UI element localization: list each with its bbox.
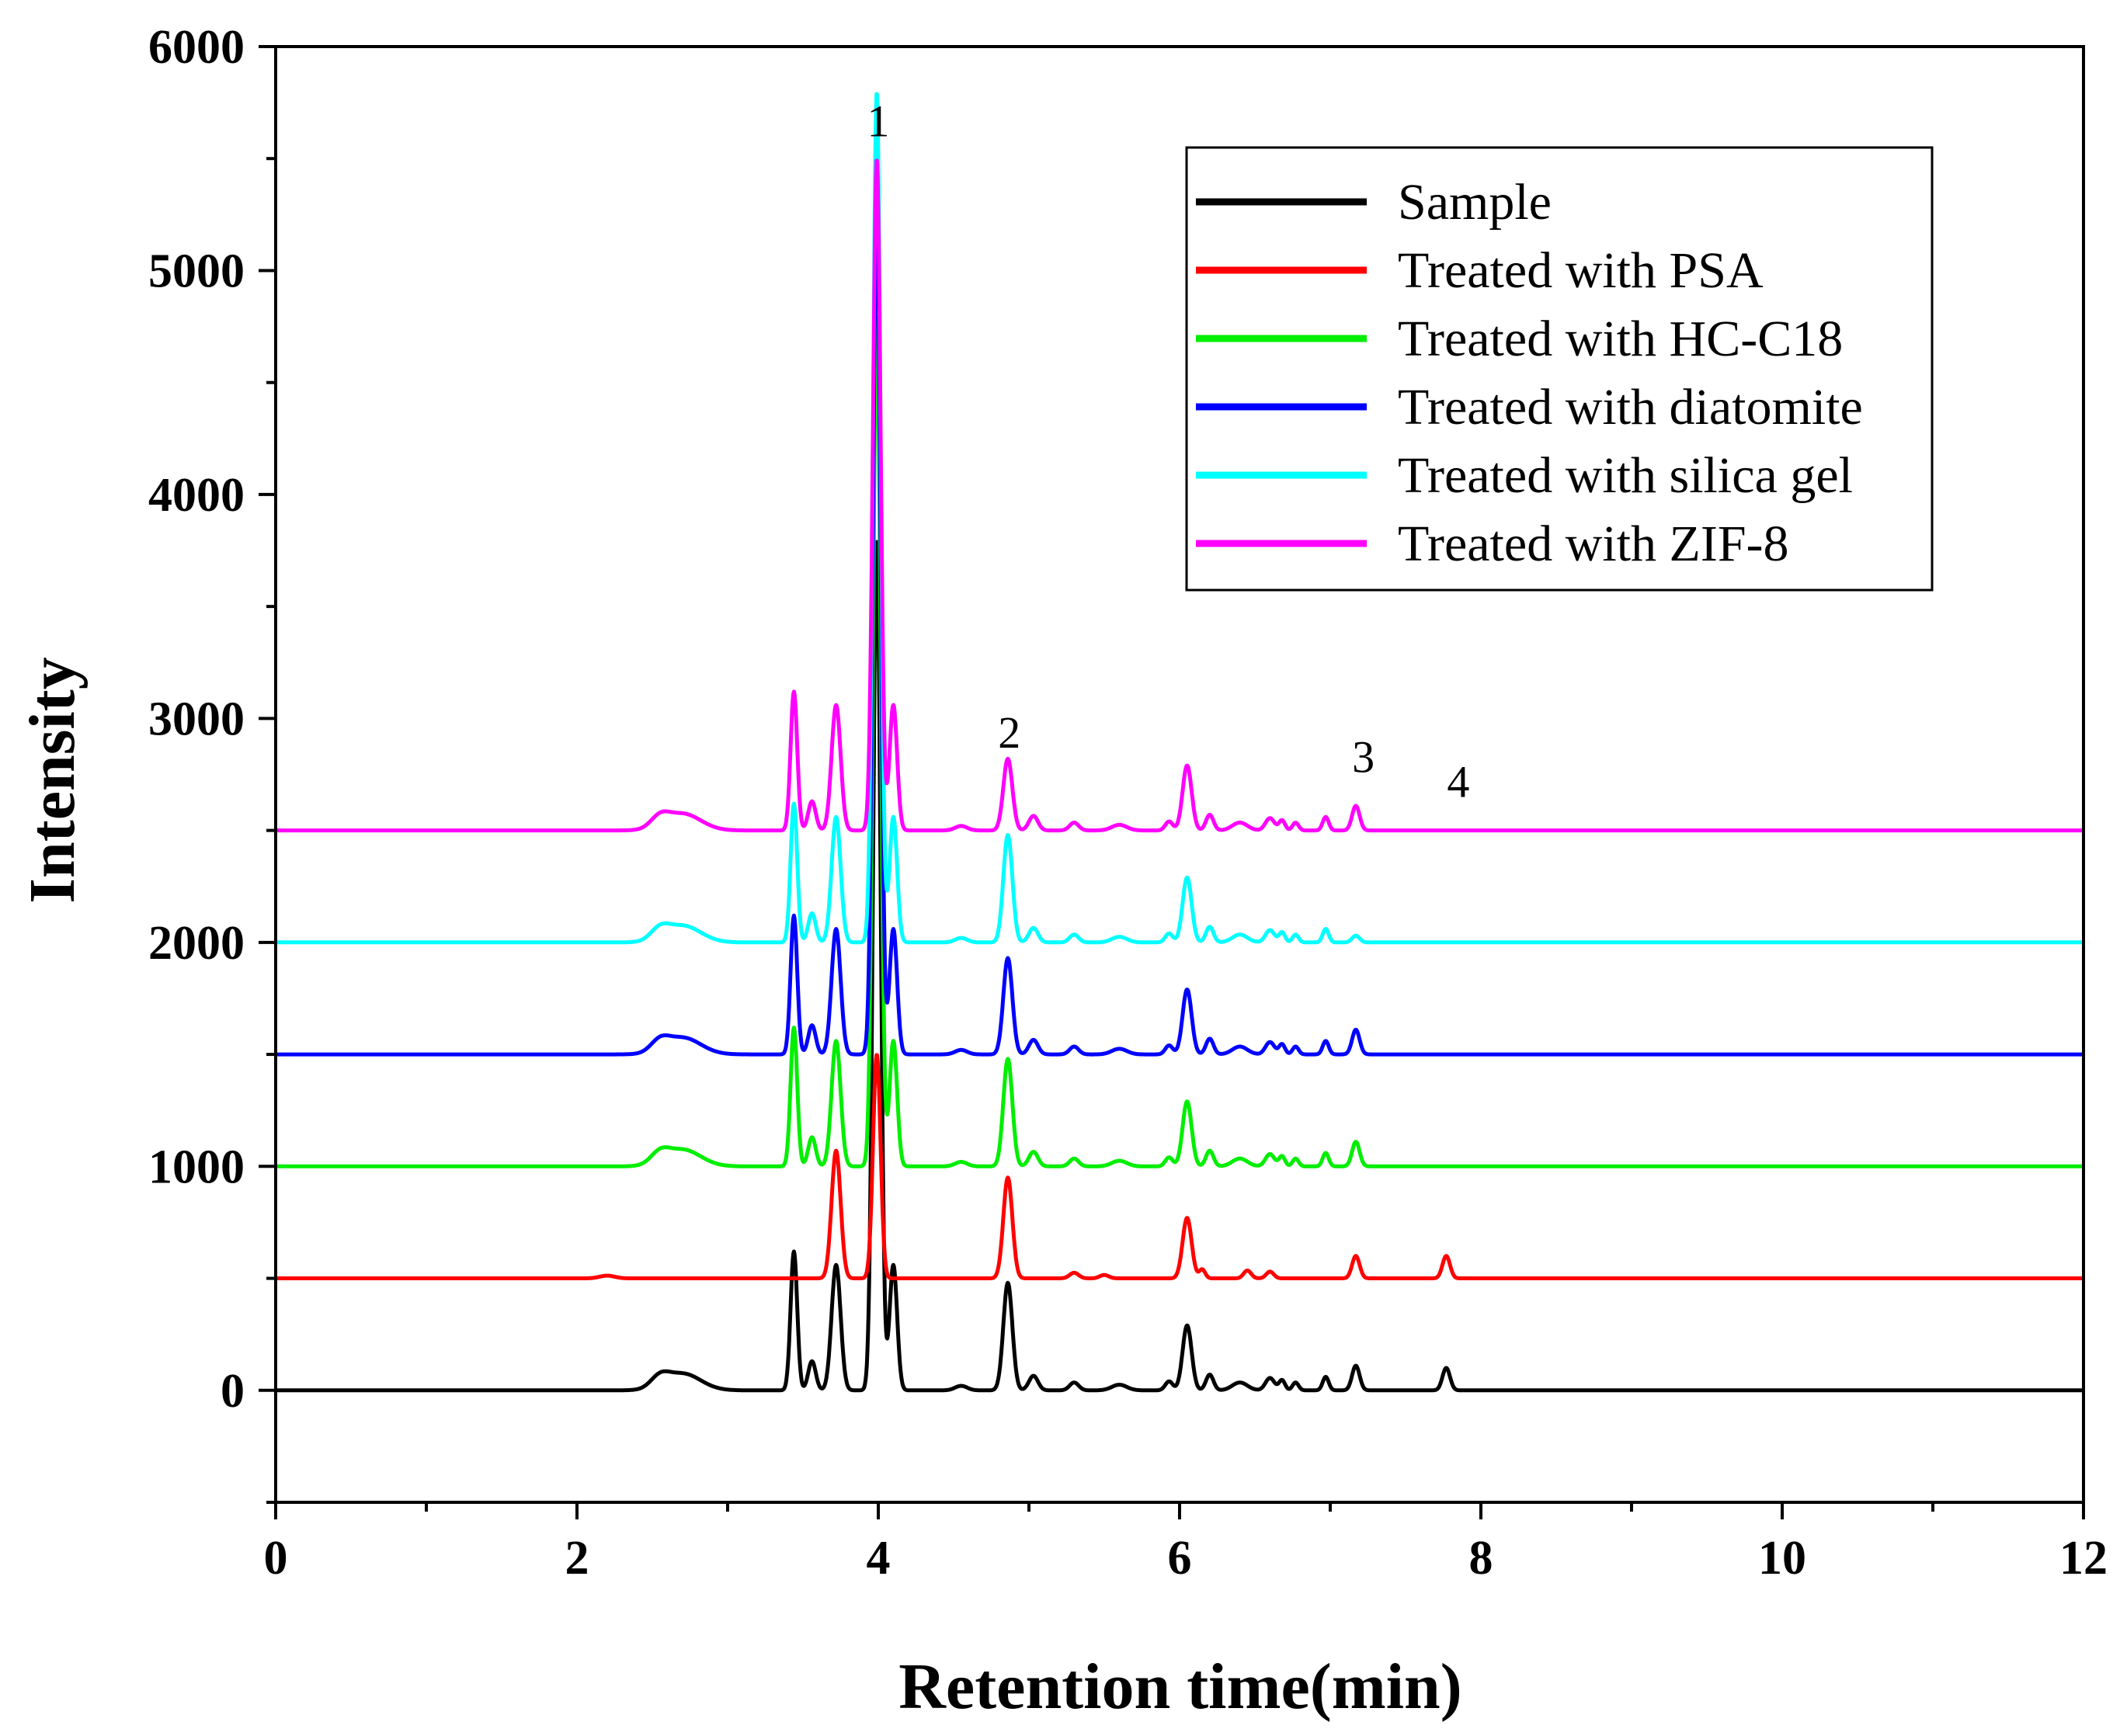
x-tick-label: 4 <box>867 1532 891 1585</box>
series-line-1 <box>274 1053 2085 1280</box>
x-tick-label: 2 <box>565 1532 589 1585</box>
legend-label-5: Treated with ZIF-8 <box>1398 516 1789 572</box>
x-tick-label: 8 <box>1469 1532 1493 1585</box>
y-tick-label: 4000 <box>148 469 245 522</box>
legend-label-0: Sample <box>1398 174 1552 231</box>
legend-label-3: Treated with diatomite <box>1398 379 1863 436</box>
legend: Sample Treated with PSA Treated with HC-C1… <box>1185 146 1934 592</box>
x-axis-title: Retention time(min) <box>898 1651 1461 1723</box>
peak-label-2: 2 <box>998 707 1020 758</box>
peak-annotations: 1 2 3 4 <box>867 95 1470 807</box>
x-tick-label: 12 <box>2059 1532 2108 1585</box>
legend-label-1: Treated with PSA <box>1398 242 1764 299</box>
y-tick-label: 0 <box>221 1365 245 1418</box>
series-line-4 <box>274 92 2085 945</box>
y-tick-label: 1000 <box>148 1141 245 1193</box>
series-line-0 <box>274 540 2085 1393</box>
x-tick-label: 6 <box>1168 1532 1192 1585</box>
y-tick-label: 6000 <box>148 21 245 74</box>
series-line-3 <box>274 203 2085 1057</box>
y-tick-label: 3000 <box>148 693 245 745</box>
series-line-5 <box>274 158 2085 833</box>
y-axis-title: Intensity <box>16 657 89 903</box>
series-line-2 <box>274 316 2085 1168</box>
peak-label-3: 3 <box>1352 732 1375 783</box>
x-tick-label: 0 <box>264 1532 288 1585</box>
peak-label-1: 1 <box>867 95 890 146</box>
peak-label-4: 4 <box>1447 756 1469 807</box>
y-tick-label: 5000 <box>148 245 245 297</box>
legend-label-2: Treated with HC-C18 <box>1398 311 1843 367</box>
x-tick-label: 10 <box>1758 1532 1806 1585</box>
series-layer <box>274 92 2085 1393</box>
legend-box <box>1185 146 1934 592</box>
y-tick-label: 2000 <box>148 917 245 970</box>
legend-label-4: Treated with silica gel <box>1398 447 1853 504</box>
